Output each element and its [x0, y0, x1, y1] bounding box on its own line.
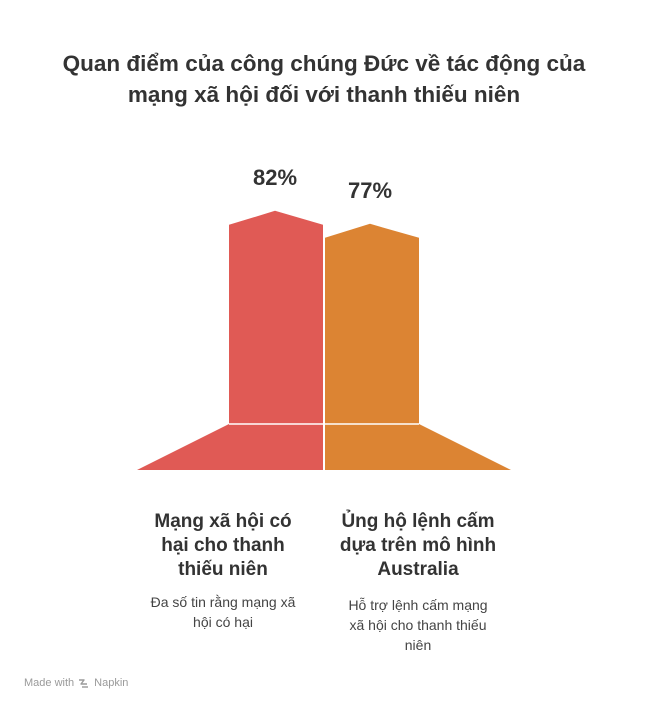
chart-title-line-1: Quan điểm của công chúng Đức về tác động… [62, 51, 586, 76]
category-description-1: Đa số tin rằng mạng xã hội có hại [133, 592, 313, 632]
category-description-2-line-1: Hỗ trợ lệnh cấm mạng [348, 597, 488, 613]
napkin-logo-icon [79, 678, 89, 688]
category-title-1-line-2: hại cho thanh [161, 535, 285, 556]
chart-title-line-2: mạng xã hội đối với thanh thiếu niên [127, 82, 521, 107]
footer-made-with: Made with [24, 677, 75, 689]
value-label-2: 77% [348, 178, 392, 203]
category-description-2-line-2: xã hội cho thanh thiếu [349, 617, 487, 633]
category-description-2: Hỗ trợ lệnh cấm mạng xã hội cho thanh th… [328, 595, 508, 655]
category-title-2: Ủng hộ lệnh cấm dựa trên mô hình Austral… [328, 510, 508, 582]
category-title-1-line-3: thiếu niên [178, 559, 268, 580]
category-title-1: Mạng xã hội có hại cho thanh thiếu niên [133, 510, 313, 582]
footer: Made with Napkin [24, 677, 128, 689]
chart-title: Quan điểm của công chúng Đức về tác động… [0, 48, 648, 110]
category-title-2-line-3: Australia [377, 559, 459, 580]
bar-1 [229, 210, 323, 424]
bar-2 [325, 223, 419, 424]
category-title-1-line-1: Mạng xã hội có [154, 511, 292, 532]
category-title-2-line-1: Ủng hộ lệnh cấm [341, 511, 495, 532]
category-description-2-line-3: niên [404, 637, 432, 653]
category-description-1-line-2: hội có hại [193, 614, 253, 630]
bar-base-1 [137, 424, 323, 470]
value-label-1: 82% [253, 165, 297, 190]
footer-brand: Napkin [94, 677, 129, 689]
bar-base-2 [325, 424, 511, 470]
category-title-2-line-2: dựa trên mô hình [339, 535, 497, 556]
category-description-1-line-1: Đa số tin rằng mạng xã [150, 594, 296, 610]
